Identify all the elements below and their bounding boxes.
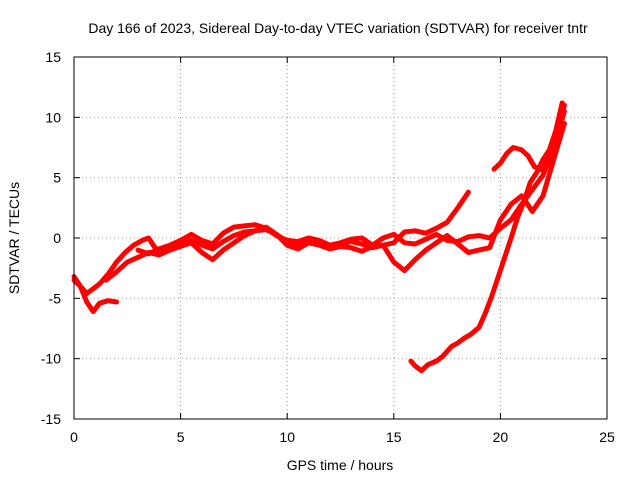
x-tick-label: 0	[70, 429, 78, 445]
y-tick-label: -10	[41, 351, 61, 367]
x-axis-label: GPS time / hours	[287, 457, 394, 473]
x-tick-label: 20	[493, 429, 509, 445]
series-arc-3	[103, 120, 567, 283]
x-tick-label: 25	[599, 429, 615, 445]
y-tick-label: -5	[49, 290, 62, 306]
y-tick-label: 15	[45, 49, 61, 65]
x-tick-label: 10	[279, 429, 295, 445]
y-tick-label: -15	[41, 411, 61, 427]
y-tick-label: 5	[53, 170, 61, 186]
x-tick-labels: 0 5 10 15 20 25	[70, 429, 615, 445]
series-group	[71, 100, 567, 374]
y-tick-labels: -15 -10 -5 0 5 10 15	[41, 49, 61, 427]
axis-ticks	[73, 56, 608, 420]
series-arc-6	[408, 100, 565, 374]
series-arc-2	[71, 274, 120, 315]
x-tick-label: 5	[177, 429, 185, 445]
y-axis-label: SDTVAR / TECUs	[6, 182, 22, 294]
y-tick-label: 10	[45, 109, 61, 125]
x-tick-label: 15	[386, 429, 402, 445]
series-arc-4	[135, 108, 567, 257]
chart-title: Day 166 of 2023, Sidereal Day-to-day VTE…	[88, 20, 588, 36]
y-tick-label: 0	[53, 230, 61, 246]
